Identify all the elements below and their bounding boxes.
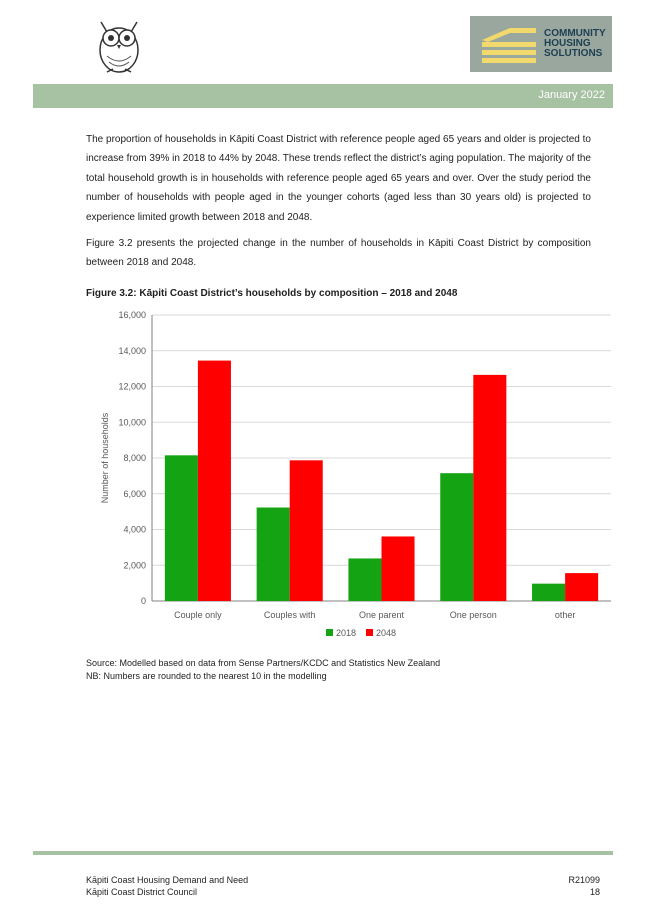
bar-2048-2	[381, 536, 415, 601]
x-tick-label: Couples with	[264, 610, 316, 620]
body-paragraph-2: Figure 3.2 presents the projected change…	[86, 238, 591, 269]
bar-2018-2	[348, 558, 382, 601]
x-tick-label: other	[555, 610, 576, 620]
x-tick-label: One person	[450, 610, 497, 620]
x-tick-label: Couple only	[174, 610, 222, 620]
y-tick-label: 12,000	[118, 382, 146, 392]
y-tick-label: 10,000	[118, 417, 146, 427]
bar-2048-4	[565, 573, 599, 601]
y-axis-title: Number of households	[100, 412, 110, 503]
y-tick-label: 0	[141, 596, 146, 606]
y-tick-label: 8,000	[123, 453, 146, 463]
y-tick-label: 6,000	[123, 489, 146, 499]
footer-report-number: R21099	[568, 875, 600, 885]
legend-swatch-2048	[366, 629, 373, 636]
owl-logo	[93, 14, 145, 76]
logo-house-icon	[482, 28, 536, 63]
footer-right: R21099 18	[568, 874, 600, 898]
y-tick-label: 16,000	[118, 310, 146, 320]
bar-2048-1	[289, 460, 323, 601]
footer-rule	[33, 851, 613, 855]
footer-report-title: Kāpiti Coast Housing Demand and Need	[86, 875, 249, 885]
bar-2018-1	[256, 507, 290, 601]
bar-2018-4	[532, 583, 566, 601]
logo-text: COMMUNITY HOUSING SOLUTIONS	[544, 28, 606, 59]
report-date: January 2022	[538, 89, 605, 101]
households-bar-chart: 0 2,000 4,000 6,000 8,000 10,000 12,000 14,000 1…	[100, 310, 611, 638]
figure-caption: Figure 3.2: Kāpiti Coast District’s hous…	[86, 288, 458, 299]
y-tick-label: 4,000	[123, 525, 146, 535]
footer-left: Kāpiti Coast Housing Demand and Need Kāp…	[86, 874, 248, 898]
bar-2048-0	[197, 360, 231, 601]
legend-label-2018: 2018	[336, 628, 356, 638]
bar-2018-3	[440, 473, 474, 601]
body-paragraph-1: The proportion of households in Kāpiti C…	[86, 134, 591, 223]
x-tick-label: One parent	[359, 610, 405, 620]
y-tick-label: 14,000	[118, 346, 146, 356]
legend-swatch-2018	[326, 629, 333, 636]
footer-organisation: Kāpiti Coast District Council	[86, 887, 198, 897]
bar-2048-3	[473, 374, 507, 601]
rounding-note: NB: Numbers are rounded to the nearest 1…	[86, 671, 327, 681]
y-tick-label: 2,000	[123, 560, 146, 570]
header-band: January 2022	[33, 84, 613, 108]
legend-label-2048: 2048	[376, 628, 396, 638]
community-housing-solutions-logo: COMMUNITY HOUSING SOLUTIONS	[470, 16, 612, 72]
figure-notes: Source: Modelled based on data from Sens…	[86, 657, 440, 683]
footer-page-number: 18	[589, 887, 600, 897]
source-note: Source: Modelled based on data from Sens…	[86, 658, 441, 668]
bar-2018-0	[164, 455, 198, 601]
